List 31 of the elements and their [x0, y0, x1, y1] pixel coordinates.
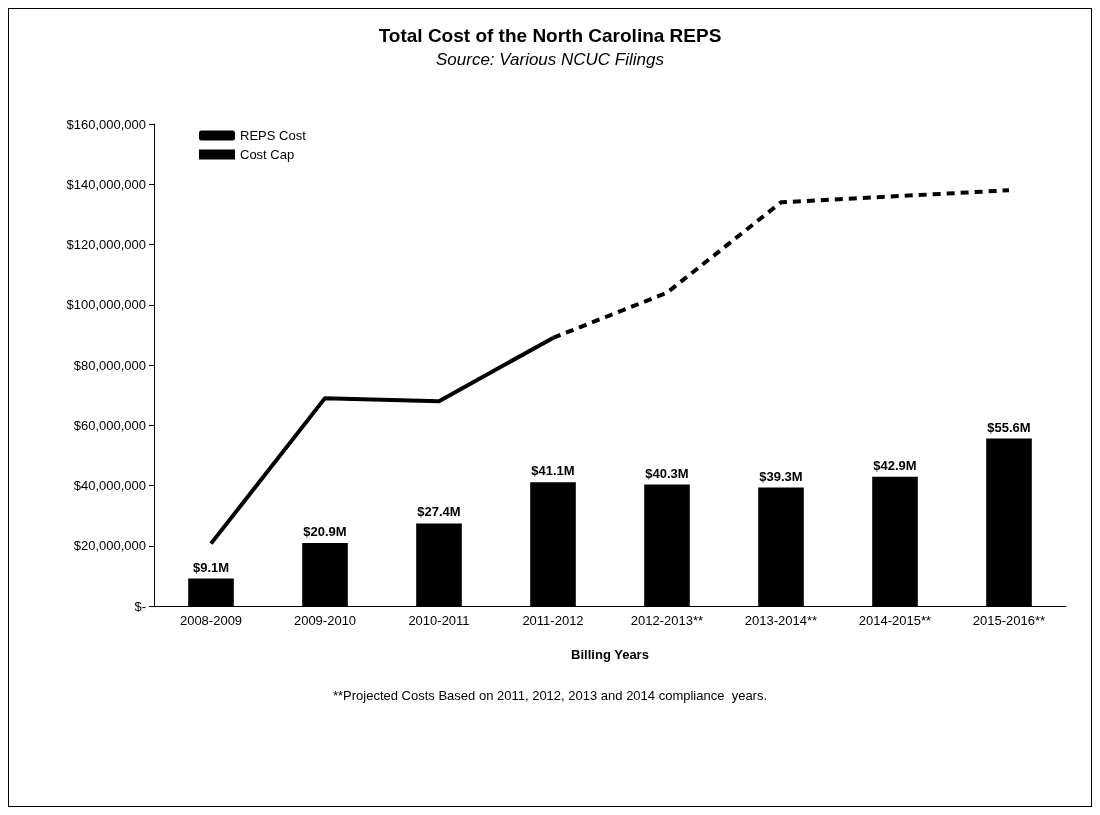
y-tick-label: $20,000,000 — [73, 538, 146, 554]
x-tick-label: 2008-2009 — [179, 613, 243, 628]
y-tick-label: $40,000,000 — [73, 478, 146, 493]
data-label: $39.3M — [759, 468, 803, 484]
y-tick-label: $120,000,000 — [66, 237, 146, 252]
y-tick-label: $- — [134, 598, 146, 614]
x-axis-title: Billing Years — [571, 647, 649, 662]
x-tick-label: 2015-2016** — [972, 613, 1046, 628]
y-tick-label: $160,000,000 — [66, 116, 146, 132]
chart-subtitle: Source: Various NCUC Filings — [436, 50, 665, 69]
legend-label: Cost Cap — [240, 147, 295, 162]
x-tick-label: 2014-2015** — [858, 613, 932, 628]
chart-title: Total Cost of the North Carolina REPS — [378, 25, 722, 46]
legend-label: REPS Cost — [240, 128, 307, 143]
data-label: $40.3M — [645, 465, 689, 481]
x-tick-label: 2011-2012 — [522, 613, 584, 628]
data-label: $20.9M — [303, 524, 347, 540]
y-tick-label: $100,000,000 — [66, 297, 146, 313]
data-label: $27.4M — [417, 504, 461, 520]
data-label: $9.1M — [192, 559, 230, 575]
y-tick-label: $140,000,000 — [66, 176, 146, 192]
y-tick-label: $80,000,000 — [73, 357, 146, 373]
x-tick-label: 2012-2013** — [630, 613, 704, 628]
data-label: $55.6M — [987, 419, 1031, 435]
y-tick-label: $60,000,000 — [73, 417, 146, 433]
data-label: $42.9M — [873, 457, 917, 473]
x-tick-label: 2013-2014** — [744, 613, 818, 628]
x-tick-label: 2010-2011 — [408, 613, 470, 628]
text: **Projected Costs Based on 2011, 2012, 2013 and 2014 compliance years. — [332, 688, 768, 703]
data-label: $41.1M — [531, 463, 575, 479]
x-tick-label: 2009-2010 — [293, 613, 357, 628]
